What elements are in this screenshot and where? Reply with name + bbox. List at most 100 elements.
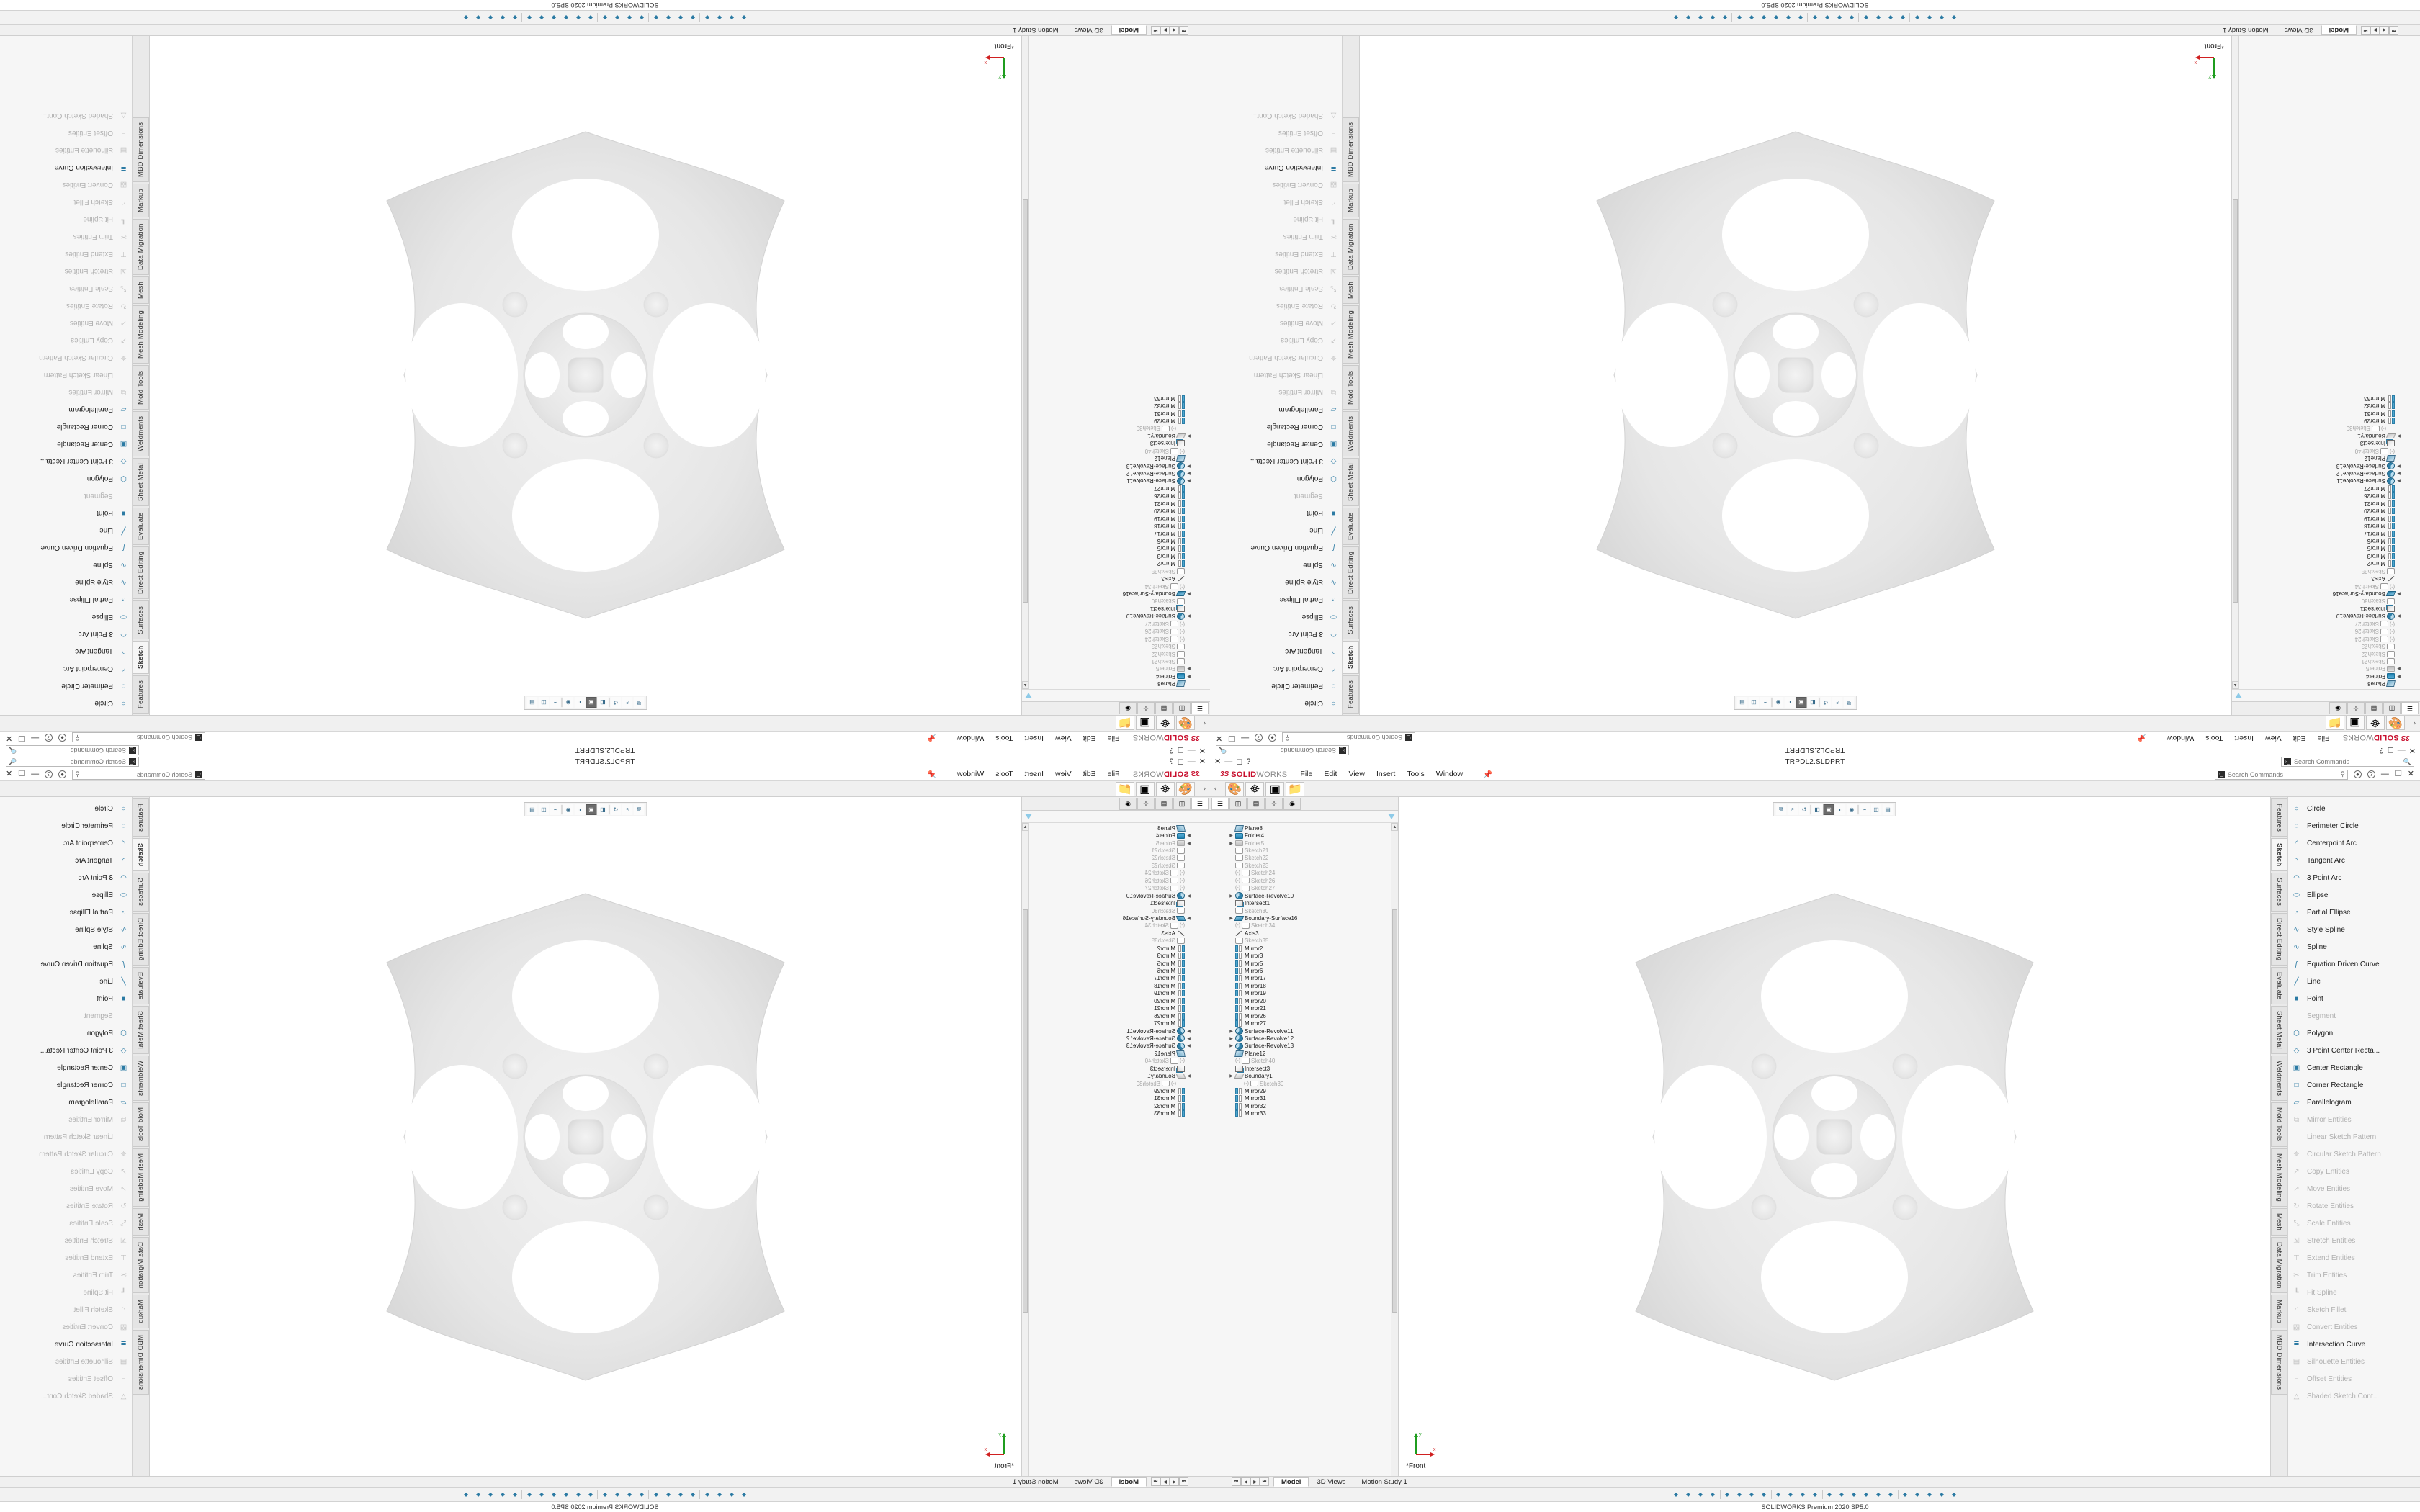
feature-tree-node[interactable]: ▶Mirror2 xyxy=(1022,945,1210,952)
previous-view-icon[interactable]: ↺ xyxy=(1820,697,1832,708)
section-icon[interactable]: ◆ xyxy=(526,14,532,21)
menu-file[interactable]: File xyxy=(2317,734,2330,742)
decals-tab[interactable]: ▣ xyxy=(2345,716,2365,731)
expand-arrow-icon[interactable]: ▶ xyxy=(2397,613,2401,618)
view-orientation-icon[interactable]: ▣ xyxy=(1823,804,1834,815)
feature-tree-node[interactable]: ▶Mirror3 xyxy=(1022,552,1210,559)
measure-icon[interactable]: ◆ xyxy=(551,14,557,21)
filter-funnel-icon[interactable] xyxy=(2235,693,2242,698)
graphics-area[interactable]: ⧉ ⌕ ↺ ◧ ▣ ◐ ◉ ◓ ◫ ▤ xyxy=(1360,36,2231,715)
expand-arrow-icon[interactable]: ▶ xyxy=(1229,1074,1233,1079)
ribbon-tab-sketch[interactable]: Sketch xyxy=(2271,838,2287,872)
curvature-icon[interactable]: ◆ xyxy=(1888,14,1894,21)
collapse-chevron-icon[interactable]: ‹ xyxy=(2413,719,2416,727)
tree-scrollbar[interactable]: ▲ xyxy=(1022,823,1029,1476)
menu-file[interactable]: File xyxy=(1107,734,1120,742)
tab-motion-study[interactable]: Motion Study 1 xyxy=(1361,1477,1407,1486)
close-icon[interactable]: ✕ xyxy=(1198,757,1206,766)
feature-tree-node[interactable]: ▶Plane12 xyxy=(1210,1050,1398,1057)
ribbon-tab-mesh-modeling[interactable]: Mesh Modeling xyxy=(2271,1148,2287,1207)
previous-view-icon[interactable]: ↺ xyxy=(1798,804,1810,815)
menu-view[interactable]: View xyxy=(1054,734,1072,742)
color-bar-icon[interactable]: ◆ xyxy=(1724,1491,1730,1498)
ribbon-item-style-spline[interactable]: ∿ Style Spline xyxy=(2291,921,2420,938)
ribbon-tab-mesh[interactable]: Mesh xyxy=(133,1207,149,1236)
feature-tree-node[interactable]: ▶Sketch21 xyxy=(1022,847,1210,854)
configuration-manager-tab[interactable]: ▤ xyxy=(1155,702,1173,715)
zebra-icon[interactable]: ◆ xyxy=(639,14,645,21)
feature-tree-node[interactable]: ▶(-)Sketch40 xyxy=(1022,1058,1210,1065)
minimize-icon[interactable]: — xyxy=(1224,757,1233,766)
ribbon-item-three-point-center-rectangle[interactable]: ◇ 3 Point Center Recta... xyxy=(0,453,129,470)
expand-arrow-icon[interactable]: ▶ xyxy=(2397,591,2401,596)
ribbon-item-ellipse[interactable]: ⬭ Ellipse xyxy=(0,608,129,626)
ribbon-item-equation-driven-curve[interactable]: ƒ Equation Driven Curve xyxy=(1210,539,1339,557)
help-icon[interactable]: ? xyxy=(1255,734,1263,742)
zebra-icon[interactable]: ◆ xyxy=(1849,14,1855,21)
measure-icon[interactable]: ◆ xyxy=(1863,1491,1869,1498)
ribbon-item-partial-ellipse[interactable]: ◔ Partial Ellipse xyxy=(0,904,129,921)
apply-scene-icon[interactable]: ◫ xyxy=(1748,697,1760,708)
menu-edit[interactable]: Edit xyxy=(1324,770,1337,778)
expand-arrow-icon[interactable]: ▶ xyxy=(1187,894,1191,899)
search-input[interactable]: ›_ Search Commands 🔍 xyxy=(6,757,139,767)
menu-file[interactable]: File xyxy=(1107,770,1120,778)
zoom-to-fit-icon[interactable]: ⧉ xyxy=(633,697,645,708)
feature-tree-node[interactable]: ▶(-)Sketch39 xyxy=(1210,1080,1398,1087)
ribbon-item-three-point-center-rectangle[interactable]: ◇ 3 Point Center Recta... xyxy=(1210,453,1339,470)
graphics-area[interactable]: ⧉ ⌕ ↺ ◧ ▣ ◐ ◉ ◓ ◫ ▤ xyxy=(150,36,1021,715)
expand-arrow-icon[interactable]: ▶ xyxy=(1229,1036,1233,1041)
feature-tree-node[interactable]: ▶Plane12 xyxy=(1022,454,1210,462)
scenes-tab[interactable]: ☸ xyxy=(1155,781,1175,796)
restore-icon[interactable]: ◻ xyxy=(1236,757,1243,766)
ribbon-item-circle[interactable]: ○ Circle xyxy=(0,800,129,817)
ribbon-tab-mesh-modeling[interactable]: Mesh Modeling xyxy=(133,1148,149,1207)
feature-tree-node[interactable]: ▶Mirror29 xyxy=(1210,1087,1398,1095)
configuration-manager-tab[interactable]: ▤ xyxy=(1247,797,1265,810)
configuration-manager-tab[interactable]: ▤ xyxy=(1155,797,1173,810)
check-icon[interactable]: ◆ xyxy=(475,1491,481,1498)
feature-tree-node[interactable]: ▶Sketch23 xyxy=(2232,642,2420,649)
feature-manager-tab[interactable]: ☰ xyxy=(1211,797,1229,810)
feature-manager-tab[interactable]: ☰ xyxy=(1191,702,1209,715)
expand-arrow-icon[interactable]: ▶ xyxy=(1187,471,1191,476)
expand-arrow-icon[interactable]: ▶ xyxy=(1187,673,1191,678)
next-tab-icon[interactable]: ▶ xyxy=(1250,1477,1260,1486)
pin-icon[interactable]: 📌 xyxy=(927,733,937,742)
view-settings-icon[interactable]: ▤ xyxy=(1736,697,1748,708)
section-icon[interactable]: ◆ xyxy=(1888,1491,1894,1498)
filter-funnel-icon[interactable] xyxy=(1025,693,1032,698)
ribbon-item-partial-ellipse[interactable]: ◔ Partial Ellipse xyxy=(1210,591,1339,608)
ribbon-tab-data-migration[interactable]: Data Migration xyxy=(133,1236,149,1294)
menu-insert[interactable]: Insert xyxy=(1376,770,1396,778)
next-tab-icon[interactable]: ▶ xyxy=(1160,26,1170,35)
section-view-icon[interactable]: ◧ xyxy=(597,804,609,815)
menu-window[interactable]: Window xyxy=(1435,770,1464,778)
ribbon-item-three-point-arc[interactable]: ◠ 3 Point Arc xyxy=(2291,869,2420,886)
tab-motion-study[interactable]: Motion Study 1 xyxy=(2223,26,2269,35)
ribbon-item-point[interactable]: ■ Point xyxy=(2291,990,2420,1007)
feature-tree-node[interactable]: ▶(-)Sketch27 xyxy=(1210,885,1398,892)
help-icon[interactable]: ? xyxy=(1169,746,1174,755)
feature-tree-node[interactable]: ▶Mirror33 xyxy=(1210,1110,1398,1117)
property-manager-tab[interactable]: ◫ xyxy=(1173,702,1191,715)
feature-tree-node[interactable]: ▶Intersect1 xyxy=(1022,605,1210,612)
align-icon[interactable]: ◆ xyxy=(563,1491,569,1498)
ribbon-tab-mesh-modeling[interactable]: Mesh Modeling xyxy=(133,305,149,364)
view-settings-icon[interactable]: ▤ xyxy=(526,804,538,815)
feature-tree-node[interactable]: ▶Mirror32 xyxy=(1210,1102,1398,1110)
last-tab-icon[interactable]: ⏭ xyxy=(2361,26,2370,35)
ribbon-item-three-point-arc[interactable]: ◠ 3 Point Arc xyxy=(1210,626,1339,643)
feature-tree-node[interactable]: ▶Mirror29 xyxy=(2232,417,2420,424)
ribbon-item-intersection-curve[interactable]: ≣ Intersection Curve xyxy=(0,1336,129,1353)
ribbon-item-circle[interactable]: ○ Circle xyxy=(1210,695,1339,712)
feature-tree-node[interactable]: ▶(-)Sketch40 xyxy=(1210,1058,1398,1065)
tree-scrollbar[interactable]: ▲ xyxy=(1022,36,1029,689)
prev-tab-icon[interactable]: ◀ xyxy=(2380,26,2389,35)
close-button[interactable]: ✕ xyxy=(6,734,13,742)
help-icon[interactable]: ? xyxy=(1246,757,1251,766)
ribbon-tab-weldments[interactable]: Weldments xyxy=(133,1056,149,1102)
ribbon-item-tangent-arc[interactable]: ◝ Tangent Arc xyxy=(2291,852,2420,869)
symmetry-icon[interactable]: ◆ xyxy=(1827,1491,1832,1498)
feature-tree-node[interactable]: ▶ Folder5 xyxy=(2232,665,2420,672)
